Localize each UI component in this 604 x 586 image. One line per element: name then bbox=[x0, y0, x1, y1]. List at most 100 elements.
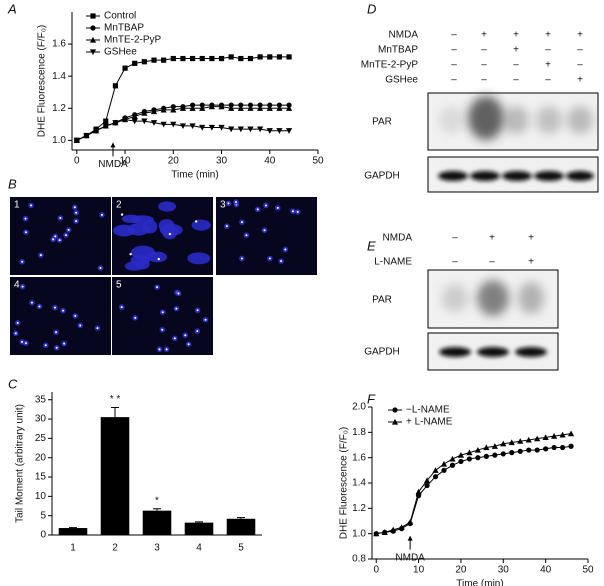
marker bbox=[170, 104, 176, 110]
legend-label: GSHee bbox=[104, 47, 137, 58]
marker bbox=[90, 13, 96, 19]
condition-label: L-NAME bbox=[374, 257, 412, 268]
bar bbox=[184, 522, 214, 535]
marker bbox=[89, 36, 97, 43]
bar bbox=[142, 510, 172, 535]
nucleus-core bbox=[156, 286, 159, 289]
x-axis-label: Time (min) bbox=[456, 579, 503, 586]
marker bbox=[492, 452, 498, 458]
nucleus-core bbox=[39, 254, 42, 257]
condition-sign: – bbox=[451, 60, 457, 71]
gapdh-bands bbox=[438, 171, 594, 181]
marker bbox=[424, 482, 430, 489]
x-tick-label: 40 bbox=[540, 565, 552, 576]
nucleus-core bbox=[52, 238, 55, 241]
marker bbox=[543, 446, 549, 452]
marker bbox=[559, 444, 566, 451]
marker bbox=[228, 102, 234, 108]
nucleus-core bbox=[44, 344, 47, 347]
nucleus-core bbox=[196, 330, 199, 333]
x-tick-label: 0 bbox=[74, 156, 80, 167]
marker bbox=[568, 443, 574, 449]
condition-sign: + bbox=[528, 233, 534, 244]
y-tick-label: 5 bbox=[40, 510, 46, 521]
band-label: PAR bbox=[372, 117, 392, 128]
marker bbox=[131, 113, 138, 119]
legend-label: + L-NAME bbox=[406, 417, 453, 428]
marker bbox=[440, 460, 448, 467]
nucleus-core bbox=[55, 331, 58, 334]
nucleus-core bbox=[134, 316, 137, 319]
y-tick-label: 20 bbox=[35, 452, 47, 463]
nucleus-core bbox=[284, 248, 287, 251]
marker bbox=[103, 118, 109, 124]
nucleus-core bbox=[234, 201, 237, 204]
band-label: PAR bbox=[372, 295, 392, 306]
nucleus bbox=[168, 232, 172, 236]
annotation: NMDA bbox=[395, 552, 425, 563]
marker bbox=[247, 126, 254, 133]
nucleus-core bbox=[14, 332, 17, 335]
x-tick-label: 10 bbox=[119, 156, 131, 167]
marker bbox=[276, 105, 283, 111]
marker bbox=[112, 120, 119, 126]
condition-sign: – bbox=[577, 60, 583, 71]
nucleus-core bbox=[100, 213, 103, 216]
nucleus-core bbox=[227, 202, 230, 205]
blot-band bbox=[442, 284, 468, 312]
nucleus-core bbox=[280, 260, 283, 263]
nucleus-core bbox=[240, 257, 243, 260]
marker bbox=[141, 118, 148, 125]
condition-sign: + bbox=[513, 45, 519, 56]
marker bbox=[150, 108, 158, 115]
condition-sign: – bbox=[481, 75, 487, 86]
marker bbox=[534, 447, 540, 453]
condition-label: NMDA bbox=[389, 30, 419, 41]
marker bbox=[151, 57, 157, 63]
marker bbox=[475, 455, 481, 461]
nucleus-core bbox=[62, 309, 65, 312]
nucleus-core bbox=[120, 306, 123, 309]
marker bbox=[89, 49, 97, 56]
y-axis-label: Tail Moment (arbitrary unit) bbox=[15, 404, 26, 523]
nucleus-core bbox=[75, 211, 78, 214]
marker bbox=[132, 60, 138, 66]
condition-sign: – bbox=[452, 233, 458, 244]
marker bbox=[466, 449, 473, 456]
nucleus bbox=[120, 213, 124, 216]
nucleus-core bbox=[58, 239, 61, 242]
marker bbox=[474, 446, 481, 453]
marker bbox=[525, 436, 532, 443]
condition-label: GSHee bbox=[385, 75, 418, 86]
nucleus-core bbox=[276, 206, 279, 209]
marker bbox=[199, 124, 206, 131]
x-tick-label: 10 bbox=[413, 565, 425, 576]
marker bbox=[432, 474, 439, 480]
marker bbox=[508, 439, 515, 446]
band-label: GAPDH bbox=[364, 347, 400, 358]
marker bbox=[257, 54, 263, 60]
marker bbox=[390, 526, 397, 533]
nucleus-core bbox=[21, 260, 24, 263]
y-tick-label: 1.0 bbox=[352, 528, 366, 539]
annotation: NMDA bbox=[98, 159, 128, 170]
micrograph-label: 1 bbox=[14, 200, 20, 211]
marker bbox=[267, 102, 273, 108]
marker bbox=[517, 438, 524, 444]
marker bbox=[160, 121, 167, 128]
condition-sign: – bbox=[451, 45, 457, 56]
marker bbox=[228, 54, 234, 60]
marker bbox=[112, 83, 119, 89]
y-tick-label: 1.4 bbox=[352, 478, 366, 489]
marker bbox=[160, 106, 167, 113]
marker bbox=[141, 109, 148, 116]
nucleus-core bbox=[30, 301, 33, 304]
legend-label: −L-NAME bbox=[406, 405, 450, 416]
comet bbox=[127, 223, 150, 236]
marker bbox=[161, 57, 167, 63]
legend-label: MnTE-2-PyP bbox=[104, 35, 162, 46]
condition-sign: – bbox=[451, 30, 457, 41]
error-bar bbox=[237, 517, 245, 519]
marker bbox=[441, 467, 447, 473]
